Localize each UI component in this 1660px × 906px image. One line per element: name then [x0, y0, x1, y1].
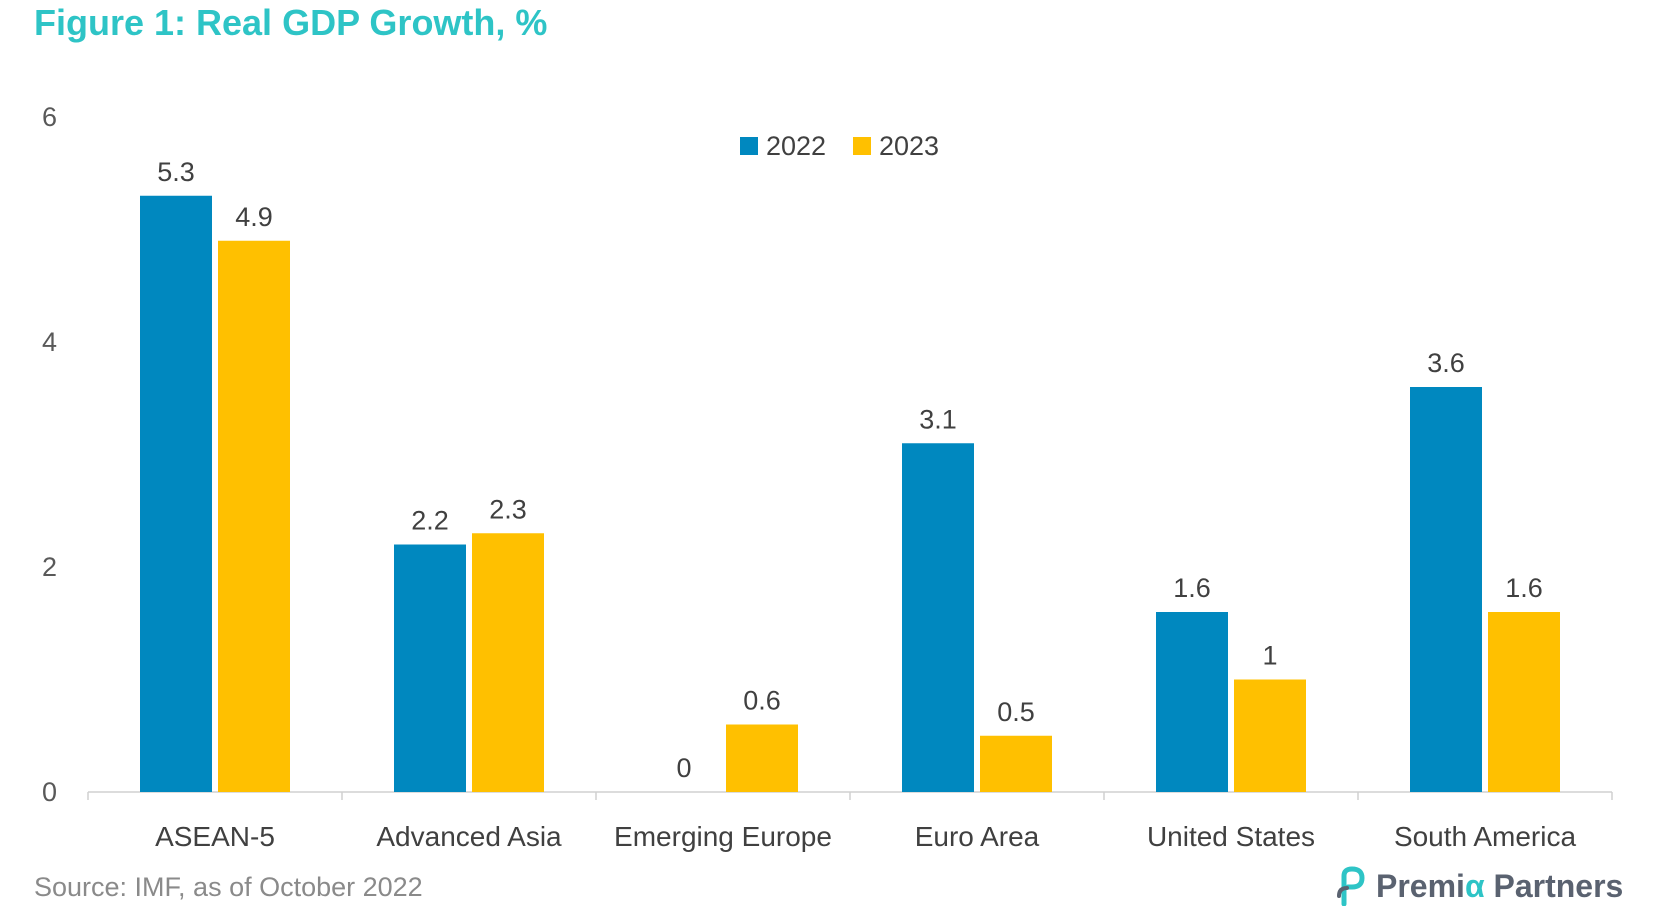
data-labels-group: 5.3 4.9 2.2 2.3 0 0.6 3.1 0.5 1.6 1 3.6 1.6 — [157, 157, 1543, 783]
data-label: 5.3 — [157, 157, 195, 187]
bar-2022-asean-5 — [140, 195, 212, 792]
y-tick-label: 6 — [42, 102, 57, 132]
x-axis-tick-marks — [87, 792, 1613, 800]
data-label: 3.1 — [919, 404, 957, 434]
data-label: 0.6 — [743, 686, 781, 716]
bars-group — [140, 195, 1560, 792]
brand-name-alpha: α — [1464, 867, 1485, 904]
legend: 2022 2023 — [740, 131, 939, 161]
source-note: Source: IMF, as of October 2022 — [34, 872, 423, 902]
y-axis-ticks: 0 2 4 6 — [42, 102, 57, 807]
bar-2023-advanced-asia — [472, 533, 544, 792]
category-label: Euro Area — [915, 821, 1040, 852]
legend-label: 2023 — [879, 131, 939, 161]
category-label: South America — [1394, 821, 1577, 852]
bar-2022-advanced-asia — [394, 544, 466, 792]
category-label: Emerging Europe — [614, 821, 832, 852]
bar-2022-euro-area — [902, 443, 974, 792]
bar-2022-united-states — [1156, 612, 1228, 792]
legend-swatch-2023 — [853, 137, 871, 155]
category-label: ASEAN-5 — [155, 821, 275, 852]
data-label: 3.6 — [1427, 348, 1465, 378]
data-label: 1.6 — [1173, 573, 1211, 603]
legend-label: 2022 — [766, 131, 826, 161]
bar-2023-asean-5 — [218, 240, 290, 792]
legend-swatch-2022 — [740, 137, 758, 155]
brand-name: Premiα Partners — [1376, 868, 1623, 905]
bar-2022-south-america — [1410, 387, 1482, 792]
data-label: 1.6 — [1505, 573, 1543, 603]
bar-2023-euro-area — [980, 735, 1052, 792]
brand-name-part2: Partners — [1484, 867, 1624, 904]
category-label: United States — [1147, 821, 1315, 852]
y-tick-label: 2 — [42, 552, 57, 582]
data-label: 0 — [676, 753, 691, 783]
brand-logo: Premiα Partners — [1336, 866, 1623, 906]
y-tick-label: 4 — [42, 327, 57, 357]
data-label: 1 — [1262, 641, 1277, 671]
brand-name-part1: Premi — [1376, 867, 1465, 904]
bar-2023-south-america — [1488, 612, 1560, 792]
data-label: 2.2 — [411, 506, 449, 536]
chart-title: Figure 1: Real GDP Growth, % — [34, 2, 548, 43]
category-labels-group: ASEAN-5 Advanced Asia Emerging Europe Euro … — [155, 821, 1576, 852]
data-label: 4.9 — [235, 202, 273, 232]
bar-2023-emerging-europe — [726, 724, 798, 792]
y-tick-label: 0 — [42, 777, 57, 807]
data-label: 2.3 — [489, 494, 527, 524]
data-label: 0.5 — [997, 697, 1035, 727]
bar-2023-united-states — [1234, 679, 1306, 792]
premia-logo-icon — [1337, 866, 1365, 906]
category-label: Advanced Asia — [376, 821, 562, 852]
